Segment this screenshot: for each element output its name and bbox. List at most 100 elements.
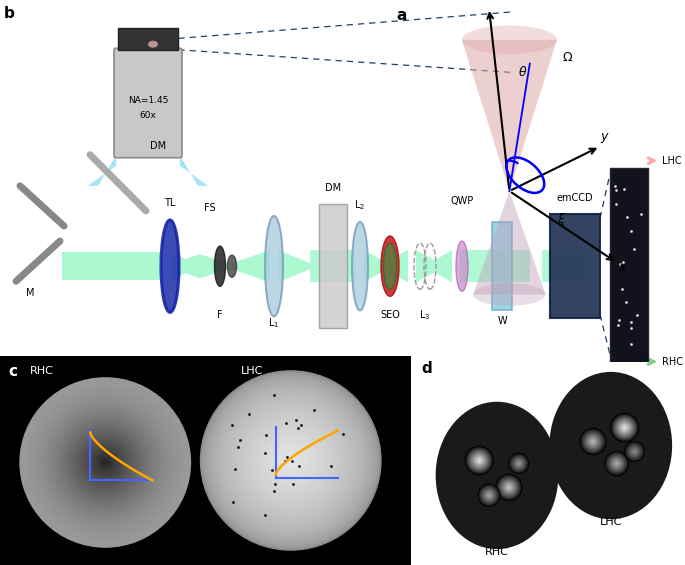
Circle shape bbox=[84, 442, 126, 483]
Polygon shape bbox=[200, 254, 228, 278]
Text: RHC: RHC bbox=[30, 366, 54, 376]
Text: LHC: LHC bbox=[662, 156, 682, 166]
Circle shape bbox=[629, 446, 640, 457]
Circle shape bbox=[510, 455, 527, 472]
Circle shape bbox=[580, 429, 606, 454]
Circle shape bbox=[501, 480, 516, 495]
Circle shape bbox=[91, 449, 119, 476]
Polygon shape bbox=[278, 250, 310, 282]
Circle shape bbox=[608, 454, 626, 473]
Polygon shape bbox=[542, 250, 590, 282]
Circle shape bbox=[212, 382, 370, 539]
Circle shape bbox=[273, 442, 309, 479]
Circle shape bbox=[476, 458, 482, 463]
Polygon shape bbox=[416, 250, 435, 282]
Circle shape bbox=[45, 402, 166, 523]
Circle shape bbox=[586, 434, 600, 449]
Circle shape bbox=[506, 484, 512, 491]
Circle shape bbox=[208, 378, 373, 543]
Circle shape bbox=[249, 419, 333, 502]
Circle shape bbox=[53, 411, 158, 514]
Circle shape bbox=[102, 459, 109, 466]
Circle shape bbox=[620, 423, 630, 433]
Circle shape bbox=[48, 406, 162, 519]
Circle shape bbox=[22, 380, 189, 545]
Text: L$_1$: L$_1$ bbox=[269, 316, 279, 331]
Text: L$_3$: L$_3$ bbox=[419, 308, 431, 322]
Polygon shape bbox=[435, 250, 452, 282]
Circle shape bbox=[58, 416, 152, 509]
Circle shape bbox=[631, 448, 638, 455]
Circle shape bbox=[630, 447, 639, 456]
Circle shape bbox=[20, 378, 190, 547]
Circle shape bbox=[584, 432, 602, 451]
Circle shape bbox=[99, 455, 112, 470]
Circle shape bbox=[103, 460, 107, 464]
Circle shape bbox=[287, 457, 295, 464]
Ellipse shape bbox=[381, 236, 399, 296]
Circle shape bbox=[590, 439, 596, 444]
Text: RHC: RHC bbox=[662, 357, 683, 367]
Circle shape bbox=[484, 490, 494, 500]
Text: $\theta$: $\theta$ bbox=[519, 66, 528, 80]
Circle shape bbox=[482, 488, 497, 503]
Circle shape bbox=[36, 393, 175, 532]
Circle shape bbox=[232, 402, 349, 519]
Circle shape bbox=[279, 450, 302, 471]
Circle shape bbox=[586, 435, 599, 448]
Circle shape bbox=[488, 494, 490, 497]
Circle shape bbox=[60, 418, 151, 507]
Circle shape bbox=[506, 485, 512, 490]
Circle shape bbox=[507, 485, 511, 489]
Circle shape bbox=[606, 453, 627, 475]
Circle shape bbox=[632, 449, 636, 454]
Text: RHC: RHC bbox=[485, 547, 509, 557]
Circle shape bbox=[284, 453, 298, 468]
Circle shape bbox=[625, 442, 644, 461]
Circle shape bbox=[518, 463, 519, 464]
Circle shape bbox=[517, 462, 520, 465]
Text: NA=1.45: NA=1.45 bbox=[128, 96, 169, 105]
Circle shape bbox=[484, 490, 495, 501]
Circle shape bbox=[237, 407, 344, 514]
Circle shape bbox=[498, 476, 520, 498]
Circle shape bbox=[588, 436, 599, 447]
Circle shape bbox=[502, 481, 515, 494]
Circle shape bbox=[77, 435, 133, 490]
Circle shape bbox=[616, 463, 618, 464]
Circle shape bbox=[226, 397, 355, 524]
Text: $\Omega$: $\Omega$ bbox=[562, 50, 573, 63]
Circle shape bbox=[581, 429, 605, 454]
Circle shape bbox=[583, 432, 603, 452]
Polygon shape bbox=[88, 156, 116, 186]
Circle shape bbox=[614, 461, 619, 466]
Text: 60x: 60x bbox=[140, 111, 156, 120]
Circle shape bbox=[25, 383, 185, 542]
Circle shape bbox=[488, 494, 490, 496]
Circle shape bbox=[278, 447, 303, 473]
Circle shape bbox=[263, 433, 319, 488]
Circle shape bbox=[245, 415, 337, 506]
Circle shape bbox=[627, 444, 643, 459]
Text: LHC: LHC bbox=[599, 517, 622, 527]
Circle shape bbox=[479, 486, 499, 505]
Circle shape bbox=[627, 445, 642, 459]
Circle shape bbox=[258, 428, 324, 493]
Polygon shape bbox=[62, 252, 160, 280]
Circle shape bbox=[90, 447, 121, 478]
Polygon shape bbox=[473, 191, 546, 294]
Text: LHC: LHC bbox=[240, 366, 263, 376]
Circle shape bbox=[619, 421, 631, 433]
Circle shape bbox=[51, 409, 159, 516]
Text: DM: DM bbox=[150, 141, 166, 151]
Text: W: W bbox=[497, 316, 507, 327]
Circle shape bbox=[285, 455, 296, 466]
Circle shape bbox=[79, 437, 132, 488]
Polygon shape bbox=[462, 40, 557, 191]
FancyBboxPatch shape bbox=[492, 222, 512, 310]
Circle shape bbox=[618, 421, 632, 434]
Circle shape bbox=[475, 457, 483, 464]
Circle shape bbox=[628, 445, 641, 458]
Circle shape bbox=[611, 414, 638, 442]
Circle shape bbox=[271, 440, 311, 481]
